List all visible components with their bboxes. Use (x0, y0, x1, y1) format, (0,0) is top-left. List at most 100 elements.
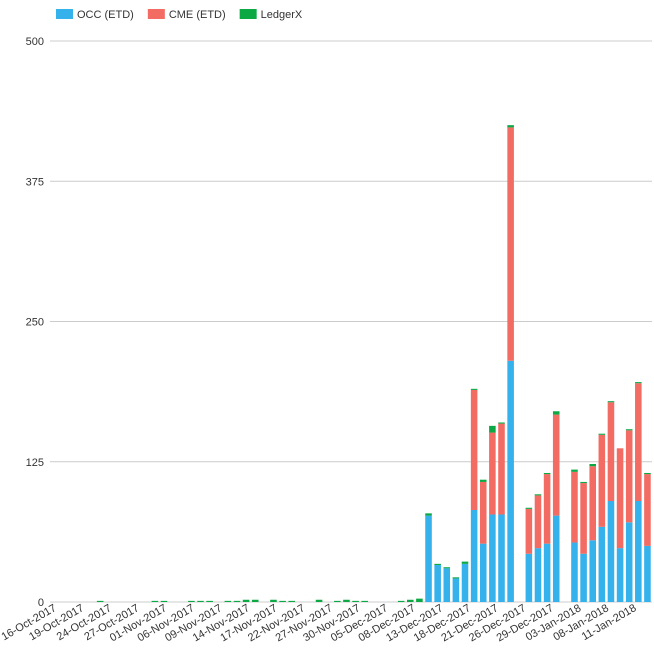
bar-segment-cme[interactable] (598, 434, 606, 527)
bar-segment-occ[interactable] (580, 553, 587, 602)
bar-stack[interactable] (644, 472, 651, 602)
bar-segment-occ[interactable] (452, 578, 460, 602)
bar-segment-ledgerx[interactable] (407, 599, 414, 602)
bar-stack[interactable] (233, 600, 241, 602)
bar-stack[interactable] (288, 600, 295, 602)
bar-segment-ledgerx[interactable] (607, 401, 615, 403)
bar-segment-ledgerx[interactable] (470, 388, 478, 390)
bar-segment-ledgerx[interactable] (589, 463, 596, 467)
bar-segment-occ[interactable] (534, 548, 542, 602)
bar-segment-ledgerx[interactable] (270, 599, 277, 602)
bar-segment-ledgerx[interactable] (461, 561, 469, 564)
bar-stack[interactable] (279, 600, 286, 602)
bar-segment-occ[interactable] (589, 540, 596, 602)
bar-segment-ledgerx[interactable] (443, 567, 451, 569)
bar-segment-ledgerx[interactable] (644, 472, 651, 475)
legend-item[interactable]: OCC (ETD) (56, 9, 134, 21)
bar-stack[interactable] (443, 567, 451, 602)
bar-stack[interactable] (552, 411, 560, 602)
bar-stack[interactable] (625, 429, 633, 602)
bar-segment-occ[interactable] (625, 522, 633, 602)
bar-segment-ledgerx[interactable] (361, 600, 368, 602)
bar-segment-ledgerx[interactable] (571, 469, 578, 472)
bar-segment-cme[interactable] (507, 127, 514, 361)
bar-segment-cme[interactable] (552, 414, 560, 516)
bar-segment-ledgerx[interactable] (188, 600, 195, 602)
bar-stack[interactable] (160, 600, 168, 602)
bar-stack[interactable] (251, 599, 259, 602)
bar-stack[interactable] (589, 463, 596, 602)
bar-stack[interactable] (416, 598, 423, 602)
bar-segment-ledgerx[interactable] (598, 433, 606, 435)
bar-stack[interactable] (580, 481, 587, 602)
bar-segment-ledgerx[interactable] (489, 425, 496, 433)
bar-stack[interactable] (315, 599, 323, 602)
bar-segment-cme[interactable] (607, 402, 615, 502)
bar-segment-ledgerx[interactable] (224, 600, 232, 602)
legend-item[interactable]: CME (ETD) (147, 9, 226, 21)
bar-segment-ledgerx[interactable] (96, 600, 104, 602)
bar-segment-cme[interactable] (571, 471, 578, 543)
bar-stack[interactable] (434, 563, 441, 602)
bar-stack[interactable] (188, 600, 195, 602)
bar-stack[interactable] (151, 600, 159, 602)
bar-stack[interactable] (635, 382, 642, 602)
bar-stack[interactable] (452, 577, 460, 602)
bar-segment-cme[interactable] (580, 483, 587, 554)
bar-segment-ledgerx[interactable] (397, 600, 405, 602)
bar-segment-cme[interactable] (635, 383, 642, 502)
bar-stack[interactable] (470, 388, 478, 602)
bar-segment-ledgerx[interactable] (625, 429, 633, 431)
bar-segment-cme[interactable] (625, 430, 633, 523)
bar-segment-occ[interactable] (543, 543, 551, 602)
bar-segment-occ[interactable] (635, 501, 642, 602)
bar-segment-ledgerx[interactable] (151, 600, 159, 602)
bar-stack[interactable] (479, 479, 487, 602)
bar-segment-ledgerx[interactable] (507, 125, 514, 128)
bar-segment-ledgerx[interactable] (525, 507, 533, 509)
bar-segment-cme[interactable] (543, 474, 551, 544)
bar-segment-occ[interactable] (443, 568, 451, 602)
bar-segment-occ[interactable] (644, 545, 651, 602)
bar-stack[interactable] (461, 561, 469, 602)
bar-segment-occ[interactable] (571, 542, 578, 602)
bar-stack[interactable] (407, 599, 414, 602)
bar-stack[interactable] (616, 448, 624, 602)
bar-stack[interactable] (242, 599, 250, 602)
bar-segment-ledgerx[interactable] (197, 600, 204, 602)
bar-stack[interactable] (507, 125, 514, 602)
bar-segment-ledgerx[interactable] (534, 494, 542, 496)
bar-segment-occ[interactable] (479, 543, 487, 602)
bar-stack[interactable] (96, 600, 104, 602)
bar-segment-ledgerx[interactable] (434, 563, 441, 565)
bar-segment-ledgerx[interactable] (334, 600, 341, 602)
bar-segment-cme[interactable] (525, 508, 533, 554)
bar-stack[interactable] (206, 600, 213, 602)
bar-segment-ledgerx[interactable] (279, 600, 286, 602)
bar-segment-ledgerx[interactable] (552, 411, 560, 415)
bar-stack[interactable] (571, 469, 578, 602)
bar-segment-cme[interactable] (479, 481, 487, 544)
bar-stack[interactable] (489, 425, 496, 602)
bar-stack[interactable] (534, 494, 542, 602)
bar-segment-ledgerx[interactable] (160, 600, 168, 602)
bar-stack[interactable] (543, 472, 551, 602)
bar-segment-occ[interactable] (507, 360, 514, 602)
bar-segment-ledgerx[interactable] (206, 600, 213, 602)
bar-segment-occ[interactable] (525, 553, 533, 602)
bar-stack[interactable] (598, 433, 606, 602)
bar-stack[interactable] (197, 600, 204, 602)
bar-segment-ledgerx[interactable] (416, 598, 423, 602)
bar-segment-ledgerx[interactable] (479, 479, 487, 482)
bar-segment-cme[interactable] (489, 432, 496, 515)
bar-segment-occ[interactable] (434, 564, 441, 602)
bar-segment-ledgerx[interactable] (635, 382, 642, 384)
bar-segment-ledgerx[interactable] (233, 600, 241, 602)
bar-stack[interactable] (343, 599, 350, 602)
bar-segment-ledgerx[interactable] (498, 422, 505, 424)
bar-segment-cme[interactable] (534, 495, 542, 549)
bar-segment-ledgerx[interactable] (543, 472, 551, 475)
bar-segment-ledgerx[interactable] (288, 600, 295, 602)
bar-segment-cme[interactable] (644, 474, 651, 546)
bar-stack[interactable] (607, 401, 615, 602)
